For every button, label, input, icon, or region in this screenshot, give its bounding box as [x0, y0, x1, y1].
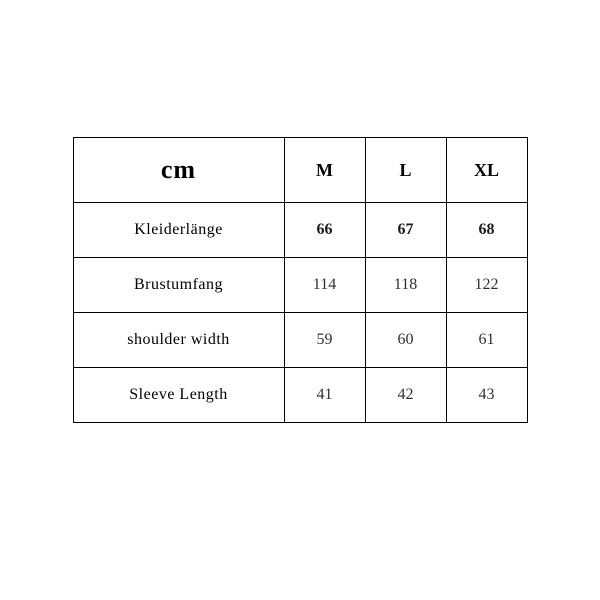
table-row: shoulder width 59 60 61: [73, 313, 527, 368]
size-header-xl: XL: [446, 138, 527, 203]
cell-value: 66: [284, 203, 365, 258]
row-label: shoulder width: [73, 313, 284, 368]
cell-value: 67: [365, 203, 446, 258]
cell-value: 59: [284, 313, 365, 368]
table-row: Brustumfang 114 118 122: [73, 258, 527, 313]
cell-value: 61: [446, 313, 527, 368]
cell-value: 68: [446, 203, 527, 258]
cell-value: 122: [446, 258, 527, 313]
cell-value: 60: [365, 313, 446, 368]
unit-label: cm: [161, 155, 196, 184]
table-row: Sleeve Length 41 42 43: [73, 368, 527, 423]
row-label: Kleiderlänge: [73, 203, 284, 258]
size-chart-container: cm M L XL Kleiderlänge 66 67 68 Brustumf…: [73, 137, 528, 423]
row-label: Brustumfang: [73, 258, 284, 313]
size-table: cm M L XL Kleiderlänge 66 67 68 Brustumf…: [73, 137, 528, 423]
cell-value: 114: [284, 258, 365, 313]
cell-value: 43: [446, 368, 527, 423]
size-header-l: L: [365, 138, 446, 203]
cell-value: 118: [365, 258, 446, 313]
row-label: Sleeve Length: [73, 368, 284, 423]
cell-value: 41: [284, 368, 365, 423]
unit-header: cm: [73, 138, 284, 203]
size-header-m: M: [284, 138, 365, 203]
table-header-row: cm M L XL: [73, 138, 527, 203]
table-row: Kleiderlänge 66 67 68: [73, 203, 527, 258]
cell-value: 42: [365, 368, 446, 423]
